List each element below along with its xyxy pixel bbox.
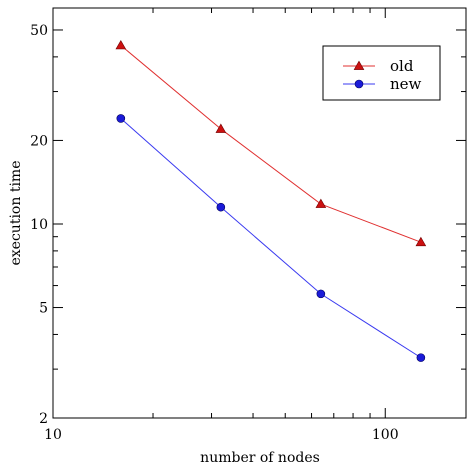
series-line-new (120, 118, 422, 359)
data-point-old (315, 198, 327, 208)
x-tick-label: 100 (372, 427, 399, 443)
series-line-old (120, 45, 422, 243)
data-point-new (416, 353, 426, 362)
legend-box (322, 45, 441, 101)
legend: old new (322, 45, 441, 101)
plot-area (52, 7, 467, 419)
axis-ticks: 10 100 2 5 10 20 50 (30, 7, 466, 443)
y-tick-label: 20 (30, 133, 48, 149)
y-tick-label: 50 (30, 23, 48, 39)
data-point-old (215, 123, 227, 133)
series-layer (115, 39, 427, 362)
y-tick-label: 5 (39, 301, 48, 317)
y-tick-label: 10 (30, 217, 48, 233)
data-point-old (115, 39, 127, 50)
legend-label-old: old (390, 57, 414, 75)
y-tick-label: 2 (39, 411, 48, 427)
data-point-new (116, 114, 126, 123)
x-tick-label: 10 (44, 427, 62, 443)
y-axis-label: execution time (8, 161, 24, 266)
legend-marker-old (353, 60, 365, 70)
data-point-old (415, 236, 427, 247)
data-point-new (316, 289, 326, 299)
legend-marker-old (353, 60, 365, 70)
x-axis-label: number of nodes (200, 450, 320, 466)
legend-marker-new (354, 79, 364, 89)
data-point-new (216, 202, 226, 212)
legend-label-new: new (390, 75, 422, 93)
legend-marker-new (354, 79, 364, 89)
